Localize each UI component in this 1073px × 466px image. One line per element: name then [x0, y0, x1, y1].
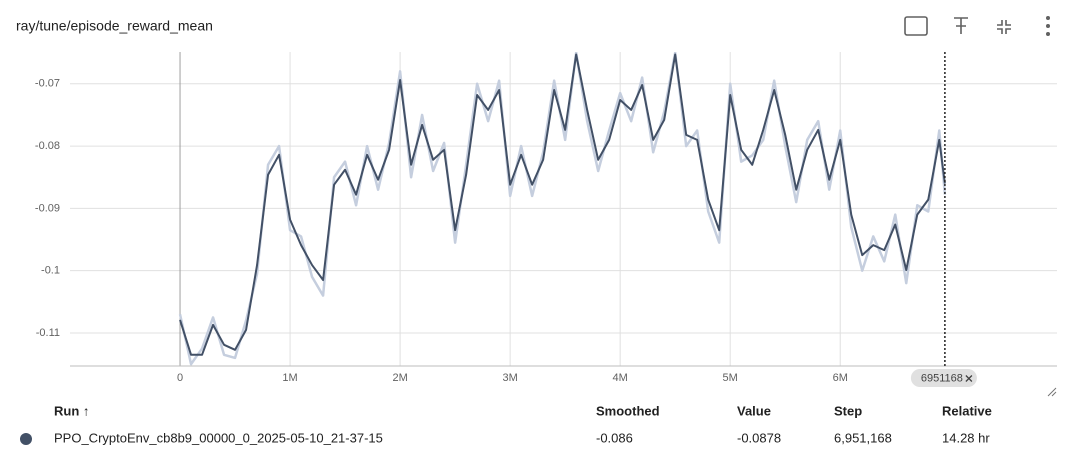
- x-tick-label: 4M: [613, 372, 628, 384]
- more-button[interactable]: [1046, 16, 1050, 36]
- toolbar: [904, 16, 1011, 36]
- fit-domain-button[interactable]: [904, 16, 928, 36]
- column-header: Smoothed: [596, 403, 660, 418]
- y-tick-label: -0.08: [35, 140, 60, 152]
- cursor-label: 6951168: [921, 372, 963, 384]
- cursor-remove-icon[interactable]: [965, 375, 973, 382]
- y-tick-label: -0.1: [41, 265, 60, 277]
- x-tick-label: 5M: [723, 372, 738, 384]
- column-header: Value: [737, 403, 771, 418]
- y-tick-label: -0.11: [36, 327, 60, 339]
- column-header: Run ↑: [54, 403, 89, 418]
- x-tick-label: 3M: [502, 372, 517, 384]
- chart-title: ray/tune/episode_reward_mean: [16, 18, 213, 34]
- table-cell: PPO_CryptoEnv_cb8b9_00000_0_2025-05-10_2…: [54, 430, 383, 445]
- x-tick-label: 6M: [833, 372, 848, 384]
- run-color-dot: [20, 433, 32, 445]
- x-tick-label: 2M: [392, 372, 407, 384]
- collapse-button[interactable]: [997, 20, 1011, 34]
- x-tick-label: 0: [177, 372, 183, 384]
- pin-button[interactable]: [954, 17, 968, 34]
- resize-handle[interactable]: [1047, 387, 1057, 397]
- table-cell: -0.086: [596, 430, 633, 445]
- table-cell: 6,951,168: [834, 430, 892, 445]
- x-tick-label: 1M: [282, 372, 297, 384]
- y-tick-label: -0.09: [35, 202, 60, 214]
- table-cell: 14.28 hr: [942, 430, 990, 445]
- column-header: Relative: [942, 403, 992, 418]
- column-header: Step: [834, 403, 862, 418]
- series-line: [179, 53, 946, 356]
- table-cell: -0.0878: [737, 430, 781, 445]
- y-tick-label: -0.07: [35, 78, 60, 90]
- cursor-label-box: [910, 369, 977, 387]
